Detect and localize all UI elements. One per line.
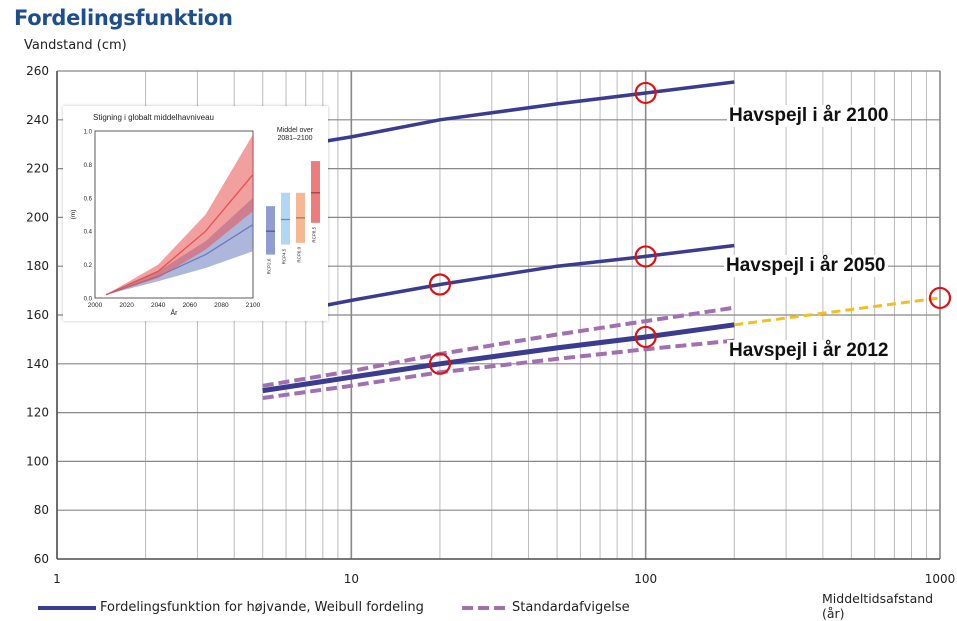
scenario-label: RCP2.6 — [267, 258, 272, 274]
annotation-2012: Havspejl i år 2012 — [727, 340, 891, 362]
y-tick-label: 80 — [34, 503, 49, 517]
y-tick-label: 60 — [34, 552, 49, 566]
x-tick-label: 1000 — [925, 572, 956, 586]
inset-plot: 0.0 0.2 0.4 0.6 0.8 1.0 2000 2020 2040 2060 2080 21… — [70, 130, 320, 317]
inset-y-tick: 1.0 — [84, 130, 93, 136]
y-tick-label: 200 — [26, 210, 49, 224]
scenario-bar — [311, 161, 320, 223]
legend-item-main: Fordelingsfunktion for højvande, Weibull… — [38, 600, 424, 615]
circle-markers — [428, 81, 952, 375]
scenario-label: RCP8.5 — [312, 226, 317, 242]
y-tick-label: 220 — [26, 162, 49, 176]
y-axis-label: Vandstand (cm) — [24, 38, 127, 53]
inset-x-tick: 2000 — [88, 302, 103, 309]
series-std-lower — [262, 338, 735, 400]
scenario-label: RCP6.0 — [297, 246, 302, 262]
y-tick-label: 120 — [26, 406, 49, 420]
inset-box-label: Middel over 2081–2100 — [276, 127, 314, 142]
inset-title: Stigning i globalt middelhavniveau — [93, 113, 214, 122]
chart-title: Fordelingsfunktion — [14, 6, 233, 30]
circle-marker — [634, 81, 657, 105]
inset-y-tick: 0.2 — [84, 263, 93, 269]
series-2050 — [262, 243, 735, 320]
circle-marker — [634, 325, 657, 349]
axes: 60 80 100 120 140 160 180 200 220 240 260 1 10 100 100… — [26, 64, 955, 586]
inset-y-tick: 0.0 — [84, 297, 93, 303]
x-tick-label: 1 — [53, 572, 61, 586]
annotation-2100: Havspejl i år 2100 — [727, 105, 891, 127]
inset-x-tick: 2040 — [151, 302, 166, 309]
x-axis-label: Middeltidsafstand (år) — [822, 591, 934, 621]
inset-x-tick: 2100 — [246, 302, 261, 309]
inset-high-mean-line — [105, 174, 254, 296]
legend-label-std: Standardafvigelse — [512, 600, 630, 615]
inset-y-tick: 0.4 — [84, 230, 93, 236]
series-2100 — [262, 80, 735, 154]
inset-x-tick: 2080 — [214, 302, 229, 309]
inset-y-tick: 0.6 — [84, 196, 93, 202]
scenario-label: RCP4.5 — [282, 248, 287, 264]
legend-dashed-swatch — [462, 605, 508, 610]
y-tick-label: 140 — [26, 357, 49, 371]
inset-chart: Stigning i globalt middelhavniveau Midde… — [63, 106, 328, 321]
inset-x-label: År — [171, 308, 179, 317]
inset-low-band — [106, 197, 253, 295]
y-tick-label: 100 — [26, 454, 49, 468]
y-tick-label: 180 — [26, 259, 49, 273]
y-tick-label: 260 — [26, 64, 49, 78]
scenario-bar — [266, 206, 275, 255]
annotation-2050: Havspejl i år 2050 — [724, 255, 888, 277]
series-projection — [734, 296, 941, 327]
series-lines — [262, 80, 941, 400]
y-tick-label: 240 — [26, 113, 49, 127]
series-main-2012 — [262, 322, 735, 394]
y-tick-label: 160 — [26, 308, 49, 322]
circle-marker — [928, 286, 952, 310]
circle-marker — [428, 352, 452, 375]
inset-y-tick: 0.8 — [84, 163, 93, 169]
inset-y-label: (m) — [70, 210, 77, 220]
scenario-bar — [281, 192, 290, 245]
series-std-upper — [262, 305, 735, 388]
inset-x-tick: 2020 — [119, 302, 134, 309]
legend-label-main: Fordelingsfunktion for højvande, Weibull… — [100, 600, 424, 615]
inset-high-band — [106, 134, 253, 295]
legend-solid-swatch — [38, 605, 96, 610]
inset-x-tick: 2060 — [183, 302, 198, 309]
circle-marker — [428, 273, 452, 296]
x-tick-label: 10 — [344, 572, 359, 586]
legend-item-std: Standardafvigelse — [462, 600, 630, 615]
circle-marker — [634, 245, 657, 268]
x-tick-label: 100 — [634, 572, 657, 586]
